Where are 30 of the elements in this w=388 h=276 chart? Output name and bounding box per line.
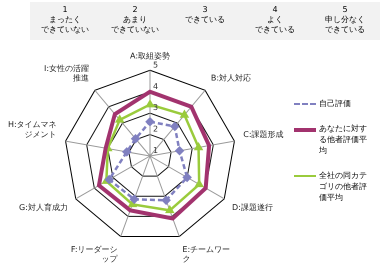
text: 5	[341, 5, 349, 15]
spoke-label: A:取組姿勢	[130, 52, 170, 61]
spoke-label: I:女性の活躍推進	[44, 64, 90, 83]
text: よく	[266, 15, 284, 25]
text: できていない	[40, 25, 90, 35]
text: できている	[254, 25, 296, 35]
y-tick-label: 1	[153, 146, 158, 156]
spoke-label: F:リーダーシップ	[70, 244, 119, 264]
text: 1	[61, 5, 69, 15]
spoke-label: G:対人育成力	[19, 203, 68, 212]
y-tick-label: 4	[153, 82, 158, 91]
legend-label: 全社の同カテゴリの他者評価平均	[319, 170, 368, 203]
y-tick-label: 5	[153, 60, 158, 70]
spoke-label: C:課題形成	[243, 130, 284, 139]
text: できている	[324, 25, 366, 35]
spoke-label: E:チームワーク	[182, 244, 230, 264]
text: 2	[131, 5, 139, 15]
spoke-label: H:タイムマネジメント	[8, 120, 57, 139]
spoke-label: B:対人対応	[210, 74, 252, 83]
legend-label: 自己評価	[319, 98, 352, 109]
text: まったく	[48, 15, 82, 25]
text: あまり	[122, 15, 148, 25]
spoke-label: D:課題遂行	[232, 203, 273, 212]
text: できている	[184, 15, 226, 25]
text: 3	[201, 5, 209, 15]
text: 4	[271, 5, 279, 15]
legend-label: あなたに対する他者評価平均	[319, 123, 368, 156]
y-tick-label: 2	[153, 124, 158, 134]
text: できていない	[110, 25, 160, 35]
text: 申し分なく	[324, 15, 366, 25]
